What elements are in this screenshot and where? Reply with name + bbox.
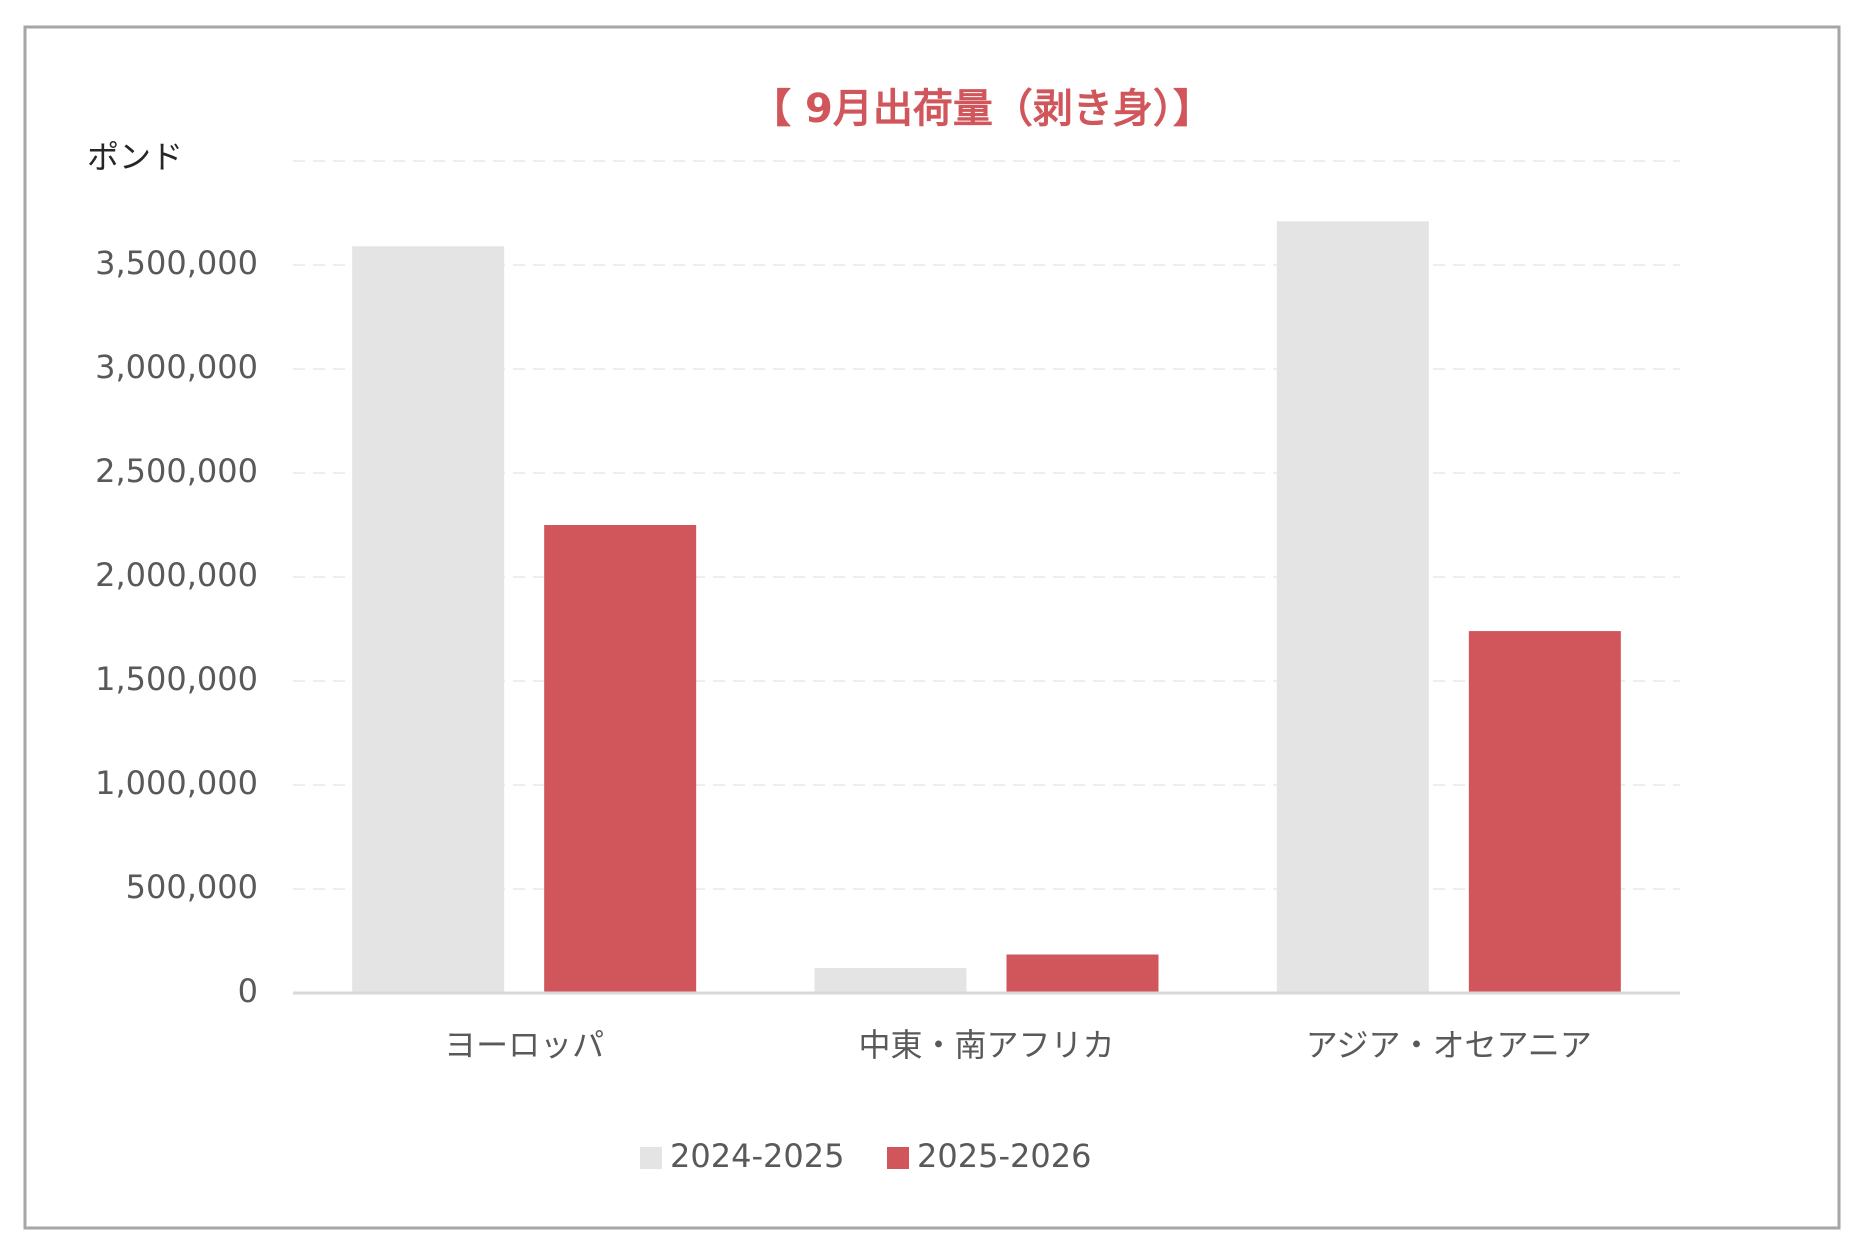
legend-label: 2024-2025 — [670, 1137, 844, 1175]
bar — [814, 968, 967, 993]
chart-border — [23, 25, 1841, 1230]
bar — [1006, 954, 1159, 993]
y-tick-label: 3,500,000 — [95, 244, 258, 282]
y-tick-label: 2,000,000 — [95, 556, 258, 594]
bar — [1468, 631, 1621, 993]
legend-swatch — [887, 1147, 909, 1169]
bar — [544, 525, 697, 993]
chart-title: 【 9月出荷量（剥き身）】 — [751, 86, 1213, 132]
y-tick-label: 0 — [238, 972, 258, 1010]
x-tick-label: 中東・南アフリカ — [858, 1026, 1114, 1064]
y-tick-label: 1,500,000 — [95, 660, 258, 698]
bar — [1276, 221, 1429, 993]
x-tick-label: ヨーロッパ — [444, 1026, 604, 1064]
y-axis-label: ポンド — [87, 138, 183, 176]
y-tick-label: 500,000 — [126, 868, 258, 906]
bar — [352, 246, 505, 993]
x-tick-label: アジア・オセアニア — [1306, 1026, 1592, 1064]
y-tick-label: 3,000,000 — [95, 348, 258, 386]
y-tick-label: 2,500,000 — [95, 452, 258, 490]
legend-label: 2025-2026 — [917, 1137, 1091, 1175]
legend-swatch — [640, 1147, 662, 1169]
y-tick-label: 1,000,000 — [95, 764, 258, 802]
